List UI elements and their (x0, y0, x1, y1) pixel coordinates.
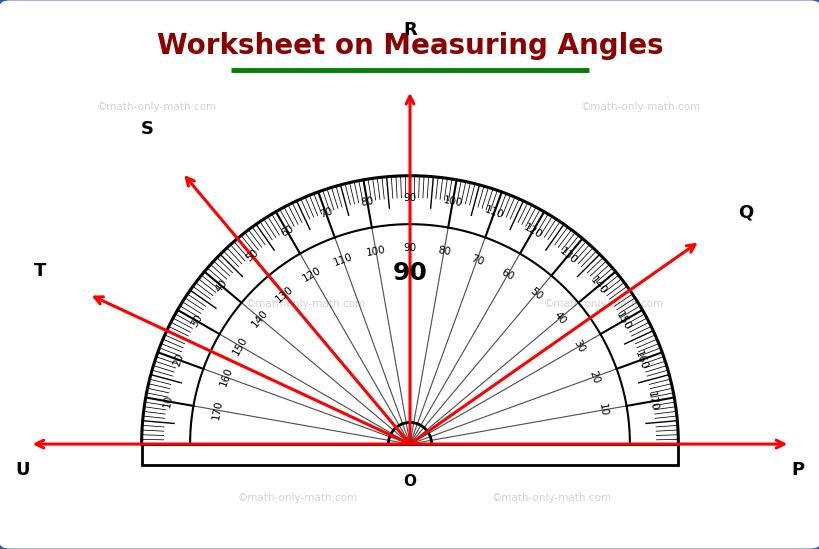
Text: O: O (403, 474, 416, 489)
Text: 30: 30 (189, 313, 204, 329)
Text: ©math-only-math.com: ©math-only-math.com (581, 102, 700, 112)
Text: 120: 120 (301, 265, 323, 284)
Text: 120: 120 (522, 222, 543, 240)
Text: 30: 30 (571, 338, 586, 355)
Text: 70: 70 (468, 253, 484, 267)
Text: 110: 110 (482, 205, 505, 221)
Text: 50: 50 (243, 248, 260, 264)
Text: ©math-only-math.com: ©math-only-math.com (491, 493, 611, 503)
Text: 60: 60 (499, 267, 515, 282)
Text: U: U (15, 461, 29, 479)
Text: 80: 80 (436, 245, 450, 257)
Text: 90: 90 (403, 243, 416, 254)
Text: 70: 70 (318, 206, 333, 220)
Text: ©math-only-math.com: ©math-only-math.com (245, 299, 365, 309)
Text: 40: 40 (551, 310, 568, 327)
Text: 100: 100 (441, 195, 463, 209)
Text: ©math-only-math.com: ©math-only-math.com (97, 102, 216, 112)
Text: 140: 140 (587, 275, 608, 297)
Text: 60: 60 (278, 223, 295, 239)
Text: T: T (34, 262, 47, 280)
Text: 160: 160 (632, 349, 649, 371)
Text: 170: 170 (645, 391, 658, 412)
Text: 130: 130 (557, 245, 578, 266)
Text: 150: 150 (613, 310, 631, 332)
Text: ©math-only-math.com: ©math-only-math.com (543, 299, 663, 309)
Text: 160: 160 (218, 366, 234, 388)
Text: R: R (403, 21, 416, 40)
Bar (142, 444, 677, 464)
Text: P: P (790, 461, 803, 479)
Text: 110: 110 (332, 252, 354, 268)
Text: 40: 40 (213, 278, 229, 294)
Text: 10: 10 (596, 403, 608, 417)
Text: 80: 80 (360, 196, 374, 208)
Text: 90: 90 (392, 261, 427, 284)
Text: 50: 50 (527, 286, 543, 302)
Text: 90: 90 (403, 193, 416, 203)
Text: ©math-only-math.com: ©math-only-math.com (238, 493, 358, 503)
Text: 130: 130 (273, 284, 295, 304)
Text: Worksheet on Measuring Angles: Worksheet on Measuring Angles (156, 32, 663, 60)
Text: 140: 140 (250, 307, 270, 329)
Text: S: S (141, 120, 154, 138)
Text: 20: 20 (586, 369, 600, 385)
Text: 20: 20 (172, 352, 186, 368)
Text: 100: 100 (365, 245, 386, 258)
Text: Q: Q (737, 203, 752, 221)
Text: 170: 170 (210, 400, 224, 421)
Text: 10: 10 (161, 394, 174, 408)
Text: 150: 150 (231, 335, 250, 357)
